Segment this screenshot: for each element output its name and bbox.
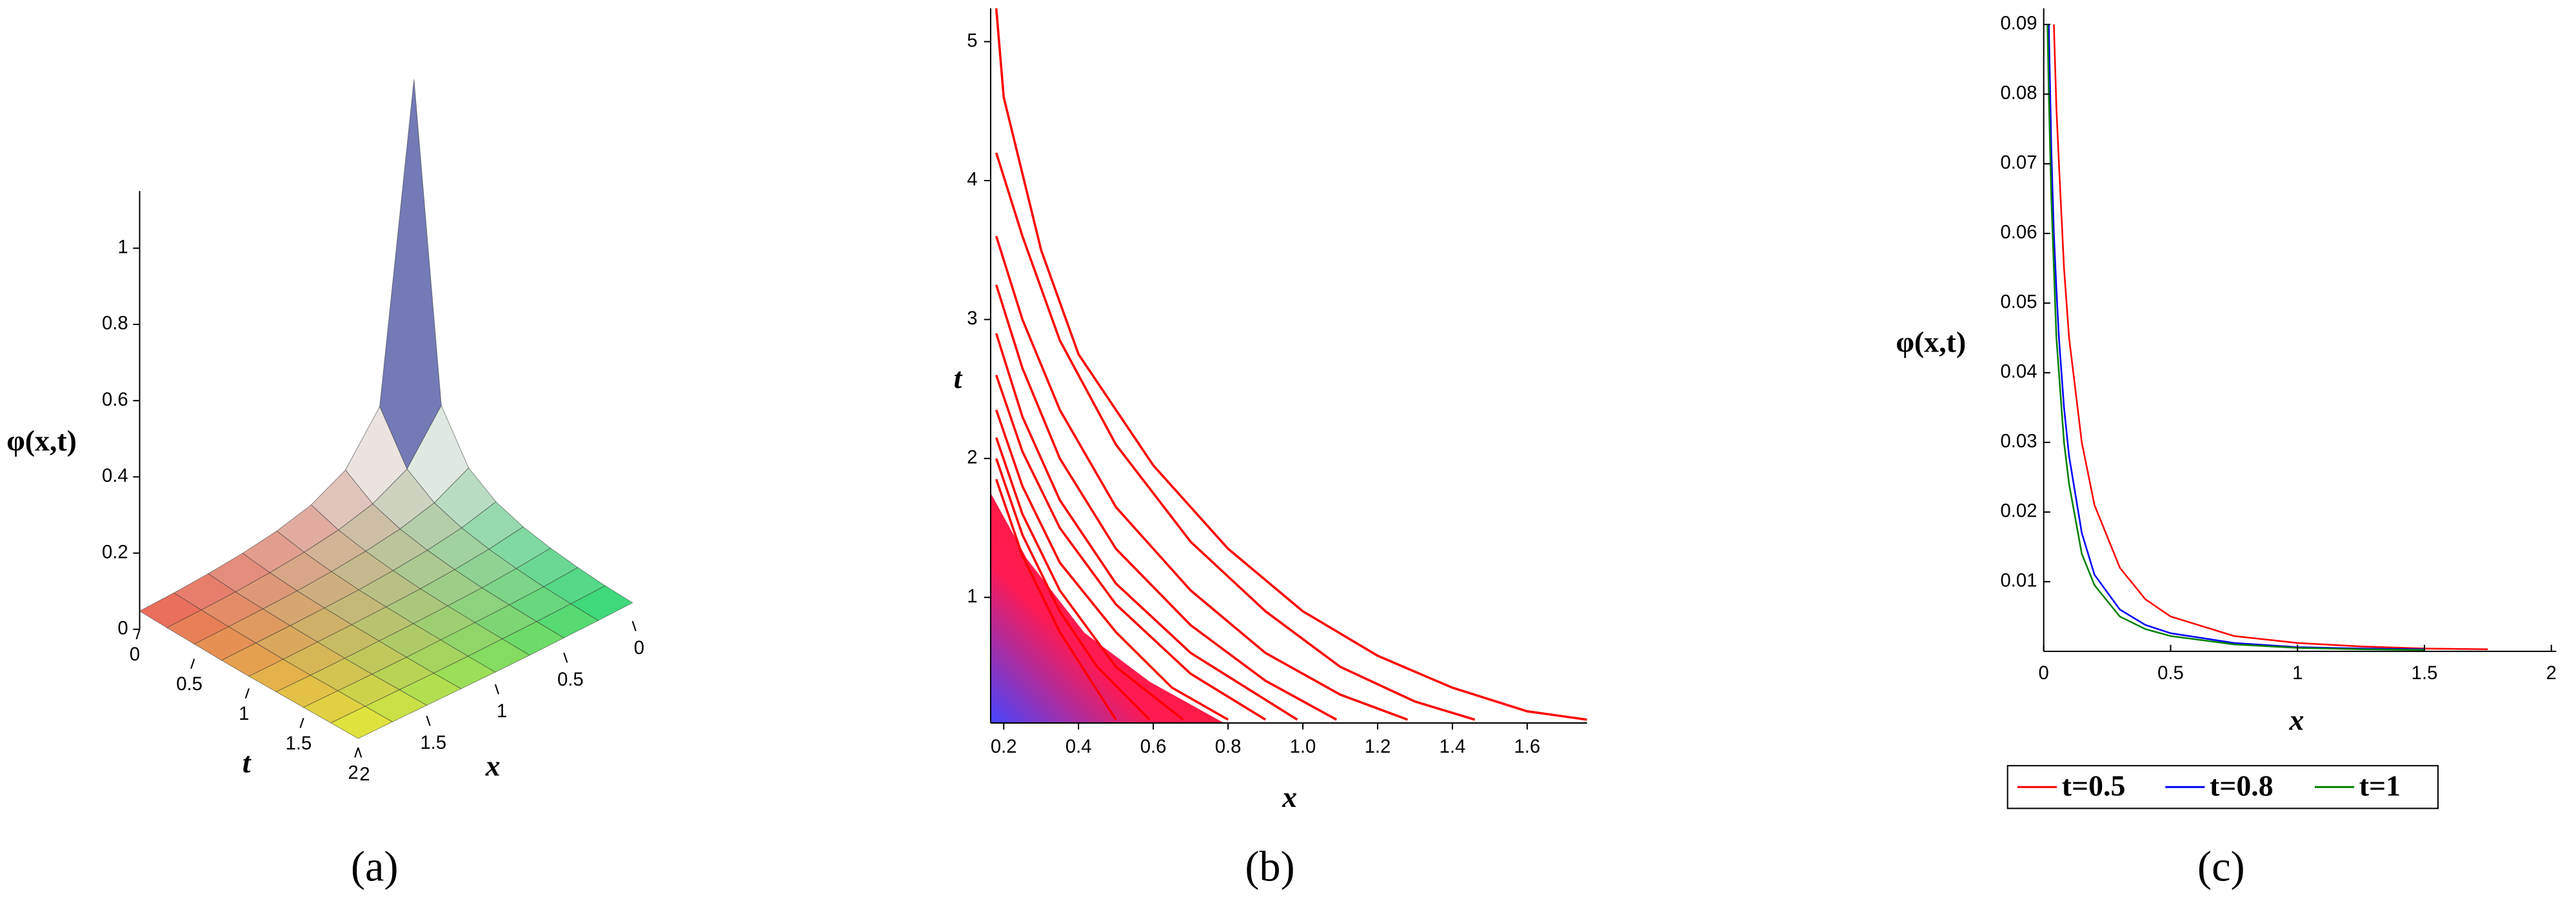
t-tick (135, 629, 141, 640)
surface-patch (379, 79, 442, 470)
x-tick-label: 1.5 (420, 732, 446, 753)
z-tick-label: 0.4 (102, 465, 128, 486)
z-tick-label: 0.8 (102, 313, 128, 334)
data-line (2048, 24, 2425, 650)
t-axis-label: t (243, 746, 252, 779)
x-tick-label: 0.2 (991, 736, 1017, 757)
contour-line (995, 152, 1476, 721)
z-tick-label: 0.2 (102, 541, 128, 562)
x-tick-label: 1.2 (1365, 736, 1391, 757)
contour-line (995, 374, 1266, 721)
panel-a: 0 0.2 0.4 0.6 0.8 1 0 0.5 1 1.5 2 0 0.5 1 1.5 2 φ(x,t) t x… (6, 79, 644, 890)
legend-box (2006, 765, 2439, 809)
x-tick-label: 0.8 (1215, 736, 1242, 757)
y-tick-label: 0.08 (2001, 83, 2037, 104)
caption: (b) (1245, 843, 1294, 890)
x-tick-label: 1 (2292, 662, 2303, 684)
y-tick-label: 0.07 (2001, 152, 2037, 173)
y-tick-label: 3 (967, 308, 977, 329)
data-line (2053, 24, 2488, 650)
z-tick-label: 1 (117, 237, 128, 258)
t-tick-label: 0.5 (176, 673, 203, 695)
caption: (c) (2197, 843, 2245, 890)
t-tick-label: 1 (239, 703, 249, 724)
x-tick (563, 652, 568, 663)
x-axis-label: x (1282, 780, 1297, 813)
y-tick-label: 0.09 (2001, 13, 2037, 34)
contour-line (995, 437, 1184, 721)
t-tick-label: 0 (130, 644, 140, 665)
panel-c: 0 0.5 1 1.5 2 0.01 0.02 0.03 0.04 0.05 0.06 0.07 0.0… (1896, 8, 2557, 890)
x-tick-label: 0.5 (2157, 662, 2184, 684)
x-tick-label: 0.6 (1140, 736, 1167, 757)
y-axis-label: φ(x,t) (1896, 326, 1966, 359)
contour-line (995, 479, 1117, 720)
x-axis-label: x (2289, 703, 2304, 736)
t-tick-label: 2 (348, 762, 358, 784)
t-tick (190, 659, 195, 669)
x-tick (357, 747, 362, 758)
t-tick (244, 688, 250, 699)
x-tick-label: 0.5 (557, 669, 584, 690)
x-tick-label: 1 (497, 700, 507, 722)
y-tick-label: 0.03 (2001, 431, 2037, 452)
x-tick (495, 684, 500, 695)
t-tick (354, 747, 359, 758)
y-axis-label: t (954, 362, 963, 395)
legend-label: t=0.5 (2062, 769, 2126, 802)
z-tick-label: 0.6 (102, 389, 128, 410)
y-tick-label: 0.04 (2001, 361, 2037, 382)
legend-label: t=1 (2359, 769, 2401, 802)
contour-line (995, 284, 1338, 721)
y-tick-label: 5 (967, 30, 977, 51)
x-tick-label: 1.0 (1290, 736, 1316, 757)
contour-line (995, 235, 1408, 721)
data-line (2046, 24, 2425, 651)
contour-line (995, 333, 1298, 721)
contour-line (995, 409, 1229, 721)
dense-region (990, 493, 1224, 723)
contour-line (995, 8, 1587, 721)
y-tick-label: 0.06 (2001, 222, 2037, 243)
x-axis-label: x (485, 749, 500, 782)
z-axis-label: φ(x,t) (6, 424, 77, 457)
x-tick (631, 620, 637, 631)
x-tick-label: 0 (634, 637, 644, 659)
z-tick-label: 0 (117, 617, 128, 639)
x-tick-label: 1.4 (1440, 736, 1466, 757)
contour-line (995, 458, 1151, 721)
x-tick-label: 1.5 (2412, 662, 2438, 684)
x-tick-label: 2 (359, 764, 370, 785)
legend-label: t=0.8 (2210, 769, 2274, 802)
y-tick-label: 0.05 (2001, 292, 2037, 313)
y-tick-label: 0.02 (2001, 501, 2037, 522)
surface-patch (330, 706, 393, 739)
x-tick-label: 2 (2546, 662, 2557, 684)
x-tick-label: 0.4 (1065, 736, 1092, 757)
y-tick-label: 1 (967, 586, 977, 607)
x-tick-label: 1.6 (1514, 736, 1540, 757)
y-tick-label: 2 (967, 447, 977, 468)
caption: (a) (351, 843, 399, 890)
x-tick (426, 715, 431, 726)
t-tick-label: 1.5 (286, 733, 312, 754)
x-tick-label: 0 (2039, 662, 2049, 684)
y-tick-label: 4 (967, 169, 977, 190)
t-tick (299, 717, 304, 728)
y-tick-label: 0.01 (2001, 570, 2037, 591)
panel-b: 0.2 0.4 0.6 0.8 1.0 1.2 1.4 1.6 1 2 3 4 5 x t (b) (954, 8, 1587, 890)
